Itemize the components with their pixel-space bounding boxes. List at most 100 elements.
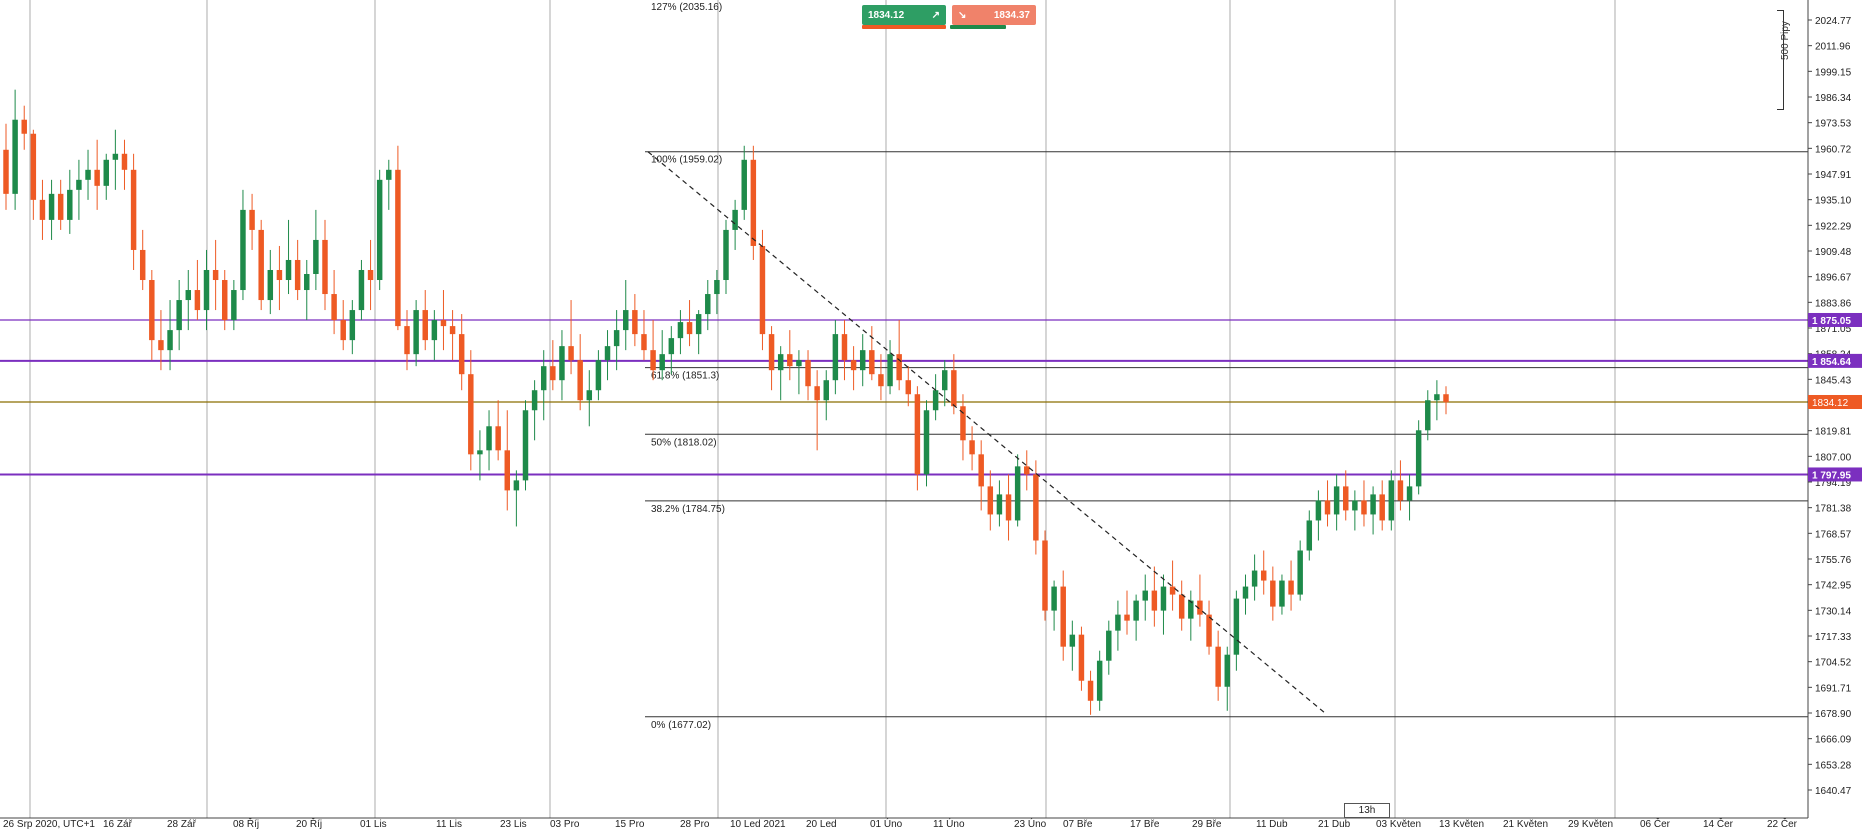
candle-body	[367, 269, 374, 281]
candle-body	[768, 334, 775, 371]
price-tick-label: 1819.81	[1815, 427, 1852, 438]
candle-body	[322, 239, 328, 295]
price-tick-label: 2024.77	[1815, 16, 1852, 27]
candle	[212, 239, 219, 311]
candle-body	[1005, 494, 1012, 521]
candle	[76, 159, 82, 220]
candle	[458, 314, 465, 391]
price-tick-label: 1781.38	[1815, 504, 1852, 515]
candle-body	[1242, 586, 1249, 599]
candle	[705, 280, 711, 331]
candle	[987, 470, 994, 531]
candle	[1288, 560, 1294, 611]
candle	[1388, 470, 1395, 531]
sell-button[interactable]: ↘ 1834.37	[952, 5, 1036, 25]
candle	[1033, 460, 1039, 555]
candle-body	[249, 209, 255, 230]
candle-body	[1397, 480, 1404, 501]
candle-body	[231, 290, 237, 321]
horizontal-levels[interactable]: 1 875.05 1 854.64 1 797.95	[0, 312, 1862, 482]
fibonacci-retracement[interactable]: 127% (2035.16) 100% (1959.02) 61.8% (1851.…	[645, 0, 1808, 731]
candle	[39, 179, 46, 240]
candle-body	[613, 330, 620, 347]
candle	[914, 386, 921, 491]
candle-body	[1151, 590, 1158, 611]
candle-body	[823, 380, 829, 401]
candle-body	[57, 193, 64, 220]
time-tick-label: 29 Bře	[1192, 819, 1222, 829]
time-tick-label: 21 Dub	[1318, 819, 1351, 829]
candle-body	[130, 169, 137, 250]
candle-body	[358, 269, 365, 311]
candle-body	[1133, 600, 1139, 621]
candle-body	[67, 189, 73, 220]
candle-body	[559, 346, 565, 381]
candle	[1014, 454, 1021, 527]
candle	[805, 350, 811, 401]
candle	[231, 280, 237, 331]
candle	[258, 219, 264, 311]
trendline-line[interactable]	[647, 151, 1326, 714]
candle	[1096, 650, 1103, 711]
candle	[796, 350, 802, 395]
candle-body	[796, 360, 802, 367]
candle	[21, 105, 27, 150]
candle	[659, 330, 665, 381]
trendline[interactable]	[647, 151, 1326, 714]
level-price-label: 1 875.05	[1812, 316, 1851, 327]
time-tick-label: 22 Čer	[1767, 817, 1798, 829]
candle	[367, 239, 374, 311]
candle-body	[1415, 430, 1422, 487]
current-price-label: 1834.12	[1812, 398, 1849, 409]
price-tick-label: 1935.10	[1815, 196, 1852, 207]
candle-body	[996, 494, 1003, 515]
fib-level-label: 50% (1818.02)	[651, 437, 717, 448]
candle-body	[48, 193, 55, 220]
candle	[1042, 530, 1048, 621]
time-tick-label: 06 Čer	[1640, 817, 1671, 829]
candle	[978, 440, 984, 511]
price-tick-label: 1807.00	[1815, 452, 1852, 463]
candle-body	[531, 390, 538, 411]
candle	[386, 159, 392, 210]
candle	[121, 139, 128, 190]
trade-panel: 1834.12 ↗ ↘ 1834.37	[862, 5, 1036, 33]
candle	[814, 370, 820, 451]
candle-body	[686, 322, 693, 335]
candle-body	[1361, 500, 1367, 515]
candle-body	[869, 350, 875, 375]
candle-body	[1042, 540, 1048, 611]
candle	[1069, 620, 1076, 671]
candle-body	[960, 406, 966, 441]
price-tick-label: 1678.90	[1815, 709, 1852, 720]
candle-body	[1115, 614, 1121, 631]
candle	[1005, 474, 1012, 541]
time-tick-label: 01 Úno	[870, 817, 903, 829]
price-tick-label: 1896.67	[1815, 273, 1852, 284]
candle	[395, 145, 401, 331]
candle-body	[1215, 646, 1221, 687]
buy-button[interactable]: 1834.12 ↗	[862, 5, 946, 25]
candle	[668, 326, 675, 375]
candle	[905, 366, 912, 407]
time-tick-label: 07 Bře	[1063, 819, 1093, 829]
price-axis[interactable]: 2024.77 2011.96 1999.15 1986.34 1973.53 1960.…	[1807, 0, 1862, 829]
candle-body	[258, 229, 264, 301]
candle-body	[513, 480, 520, 491]
candle	[1133, 594, 1139, 641]
candle	[1352, 490, 1358, 531]
timeframe-label[interactable]: 13h	[1344, 803, 1390, 818]
candle	[267, 249, 274, 315]
candle-body	[276, 269, 283, 281]
candle-body	[777, 354, 784, 371]
candle-body	[1352, 500, 1358, 511]
candle-body	[650, 350, 656, 371]
candle	[404, 310, 410, 371]
candle-body	[495, 426, 501, 451]
arrow-down-right-icon: ↘	[958, 9, 967, 21]
candle-body	[1224, 654, 1230, 687]
time-axis[interactable]: 26 Srp 2020, UTC+1 16 Zář 28 Zář 08 Říj 20 Ř…	[0, 817, 1862, 829]
candle-body	[1406, 486, 1413, 501]
